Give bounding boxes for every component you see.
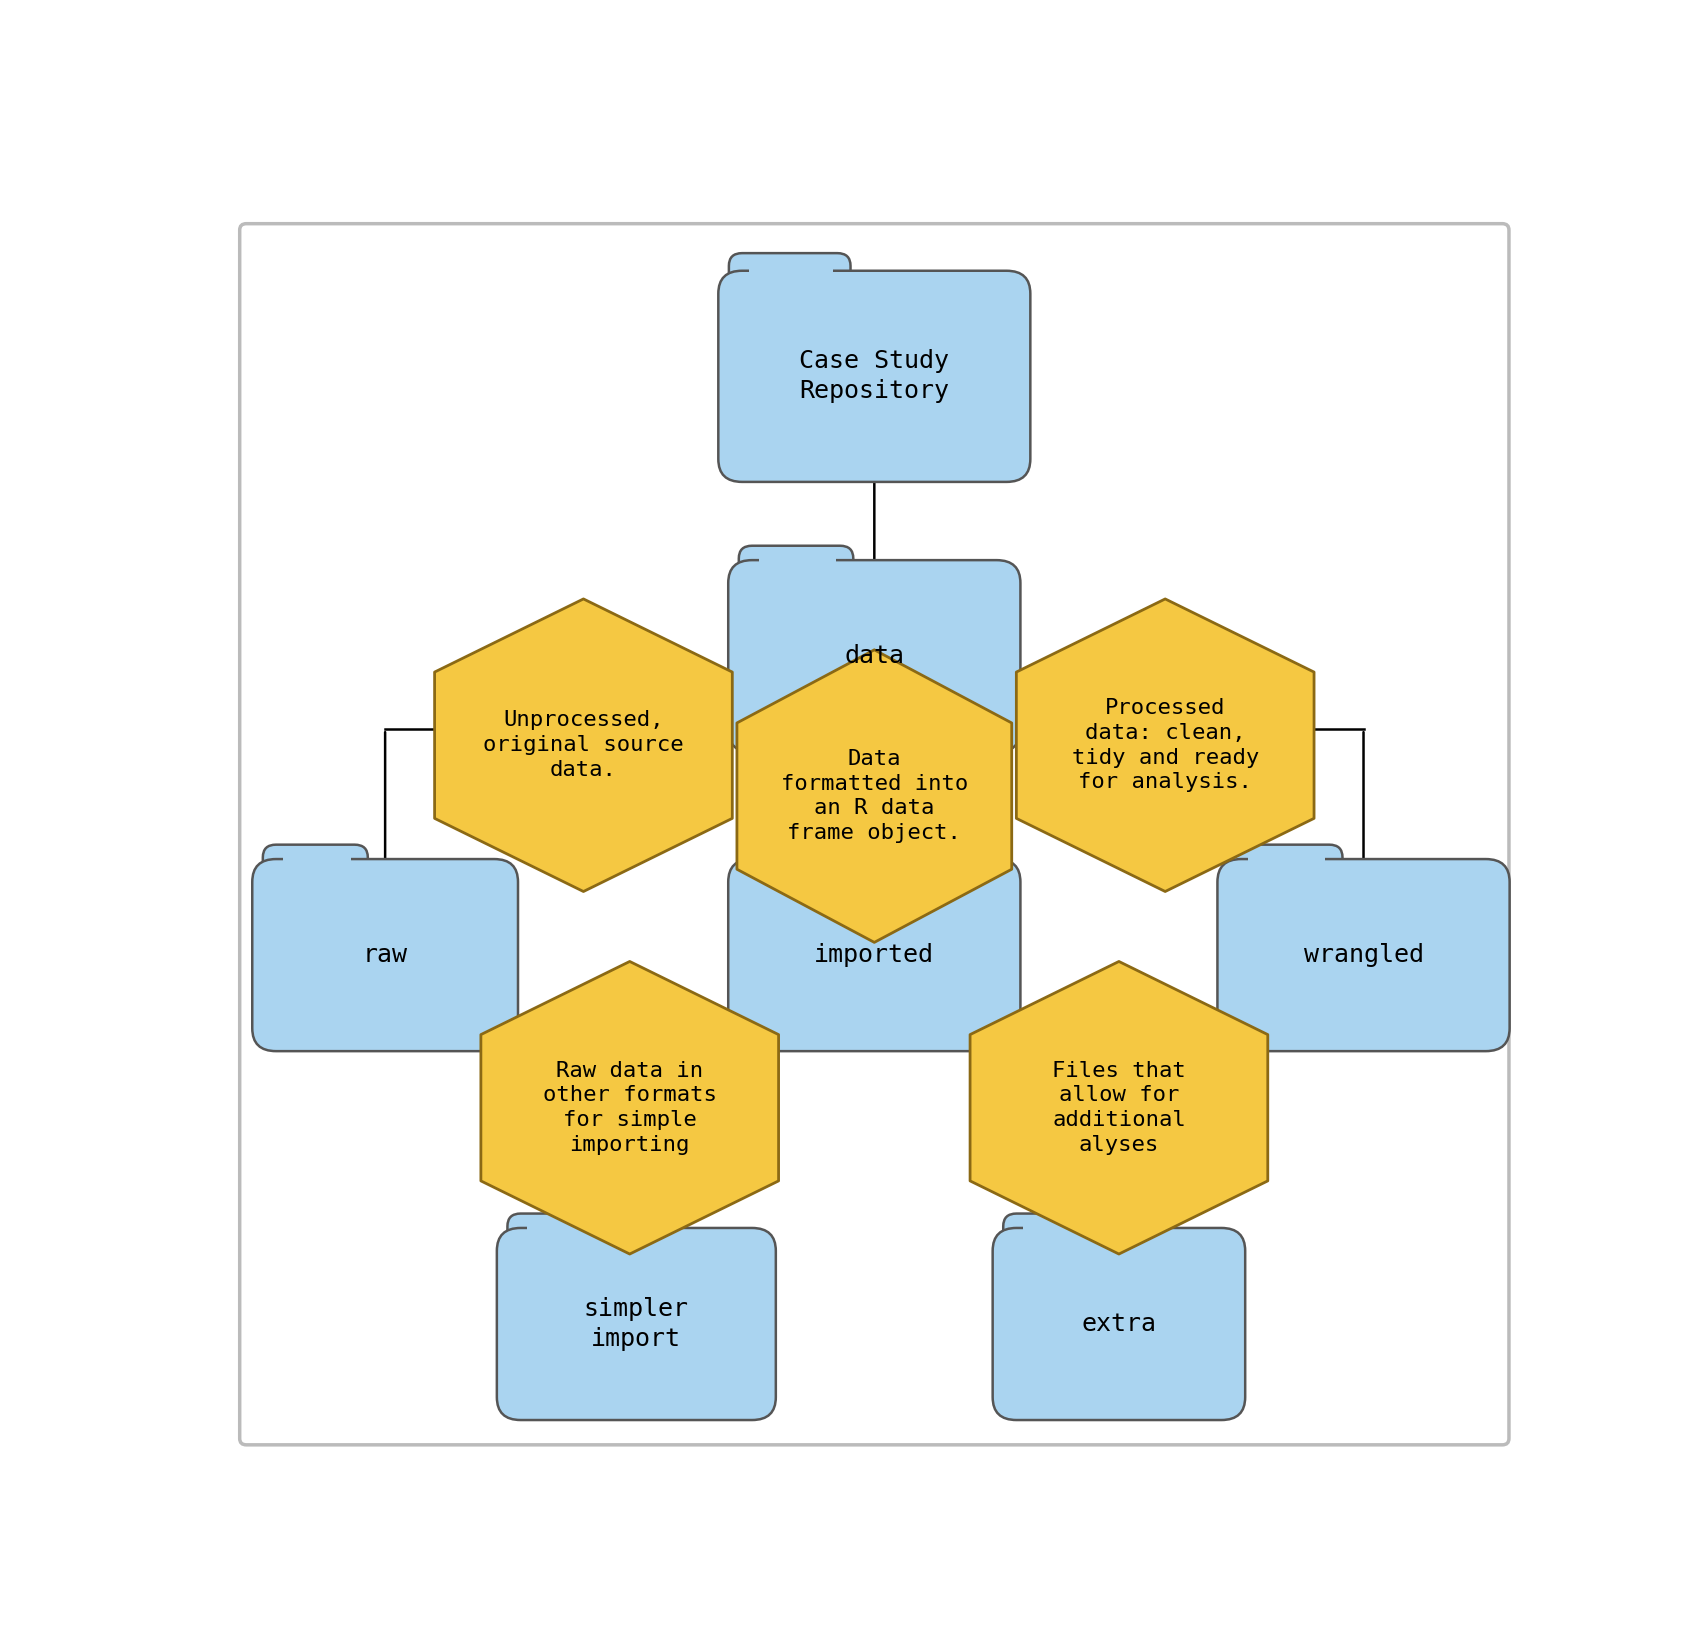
FancyBboxPatch shape — [252, 859, 518, 1051]
FancyBboxPatch shape — [718, 271, 1030, 482]
Text: Case Study
Repository: Case Study Repository — [800, 350, 948, 403]
Text: wrangled: wrangled — [1303, 943, 1422, 966]
Text: raw: raw — [363, 943, 407, 966]
FancyBboxPatch shape — [1003, 1214, 1103, 1280]
Bar — [759, 856, 835, 889]
Polygon shape — [1016, 600, 1313, 892]
FancyBboxPatch shape — [263, 844, 368, 910]
Bar — [527, 1224, 600, 1257]
Text: data: data — [844, 644, 904, 667]
FancyBboxPatch shape — [738, 844, 852, 910]
FancyBboxPatch shape — [728, 560, 1020, 752]
FancyBboxPatch shape — [496, 1227, 776, 1421]
FancyBboxPatch shape — [239, 223, 1509, 1446]
Polygon shape — [481, 961, 777, 1254]
Text: Files that
allow for
additional
alyses: Files that allow for additional alyses — [1052, 1061, 1185, 1155]
FancyBboxPatch shape — [738, 545, 852, 613]
Polygon shape — [970, 961, 1267, 1254]
Text: Raw data in
other formats
for simple
importing: Raw data in other formats for simple imp… — [542, 1061, 716, 1155]
Bar — [759, 557, 835, 590]
Bar — [1246, 856, 1325, 889]
Bar — [748, 264, 832, 301]
Bar — [1023, 1224, 1086, 1257]
FancyBboxPatch shape — [1217, 859, 1509, 1051]
FancyBboxPatch shape — [1228, 844, 1342, 910]
Text: imported: imported — [813, 943, 934, 966]
FancyBboxPatch shape — [728, 253, 851, 325]
Polygon shape — [435, 600, 731, 892]
Text: Processed
data: clean,
tidy and ready
for analysis.: Processed data: clean, tidy and ready fo… — [1071, 699, 1258, 793]
FancyBboxPatch shape — [992, 1227, 1245, 1421]
Text: Data
formatted into
an R data
frame object.: Data formatted into an R data frame obje… — [781, 748, 967, 843]
Text: Unprocessed,
original source
data.: Unprocessed, original source data. — [483, 710, 684, 780]
Polygon shape — [737, 649, 1011, 942]
Text: simpler
import: simpler import — [583, 1297, 689, 1351]
Text: extra: extra — [1081, 1312, 1156, 1336]
FancyBboxPatch shape — [506, 1214, 617, 1280]
Bar — [283, 856, 351, 889]
FancyBboxPatch shape — [728, 859, 1020, 1051]
